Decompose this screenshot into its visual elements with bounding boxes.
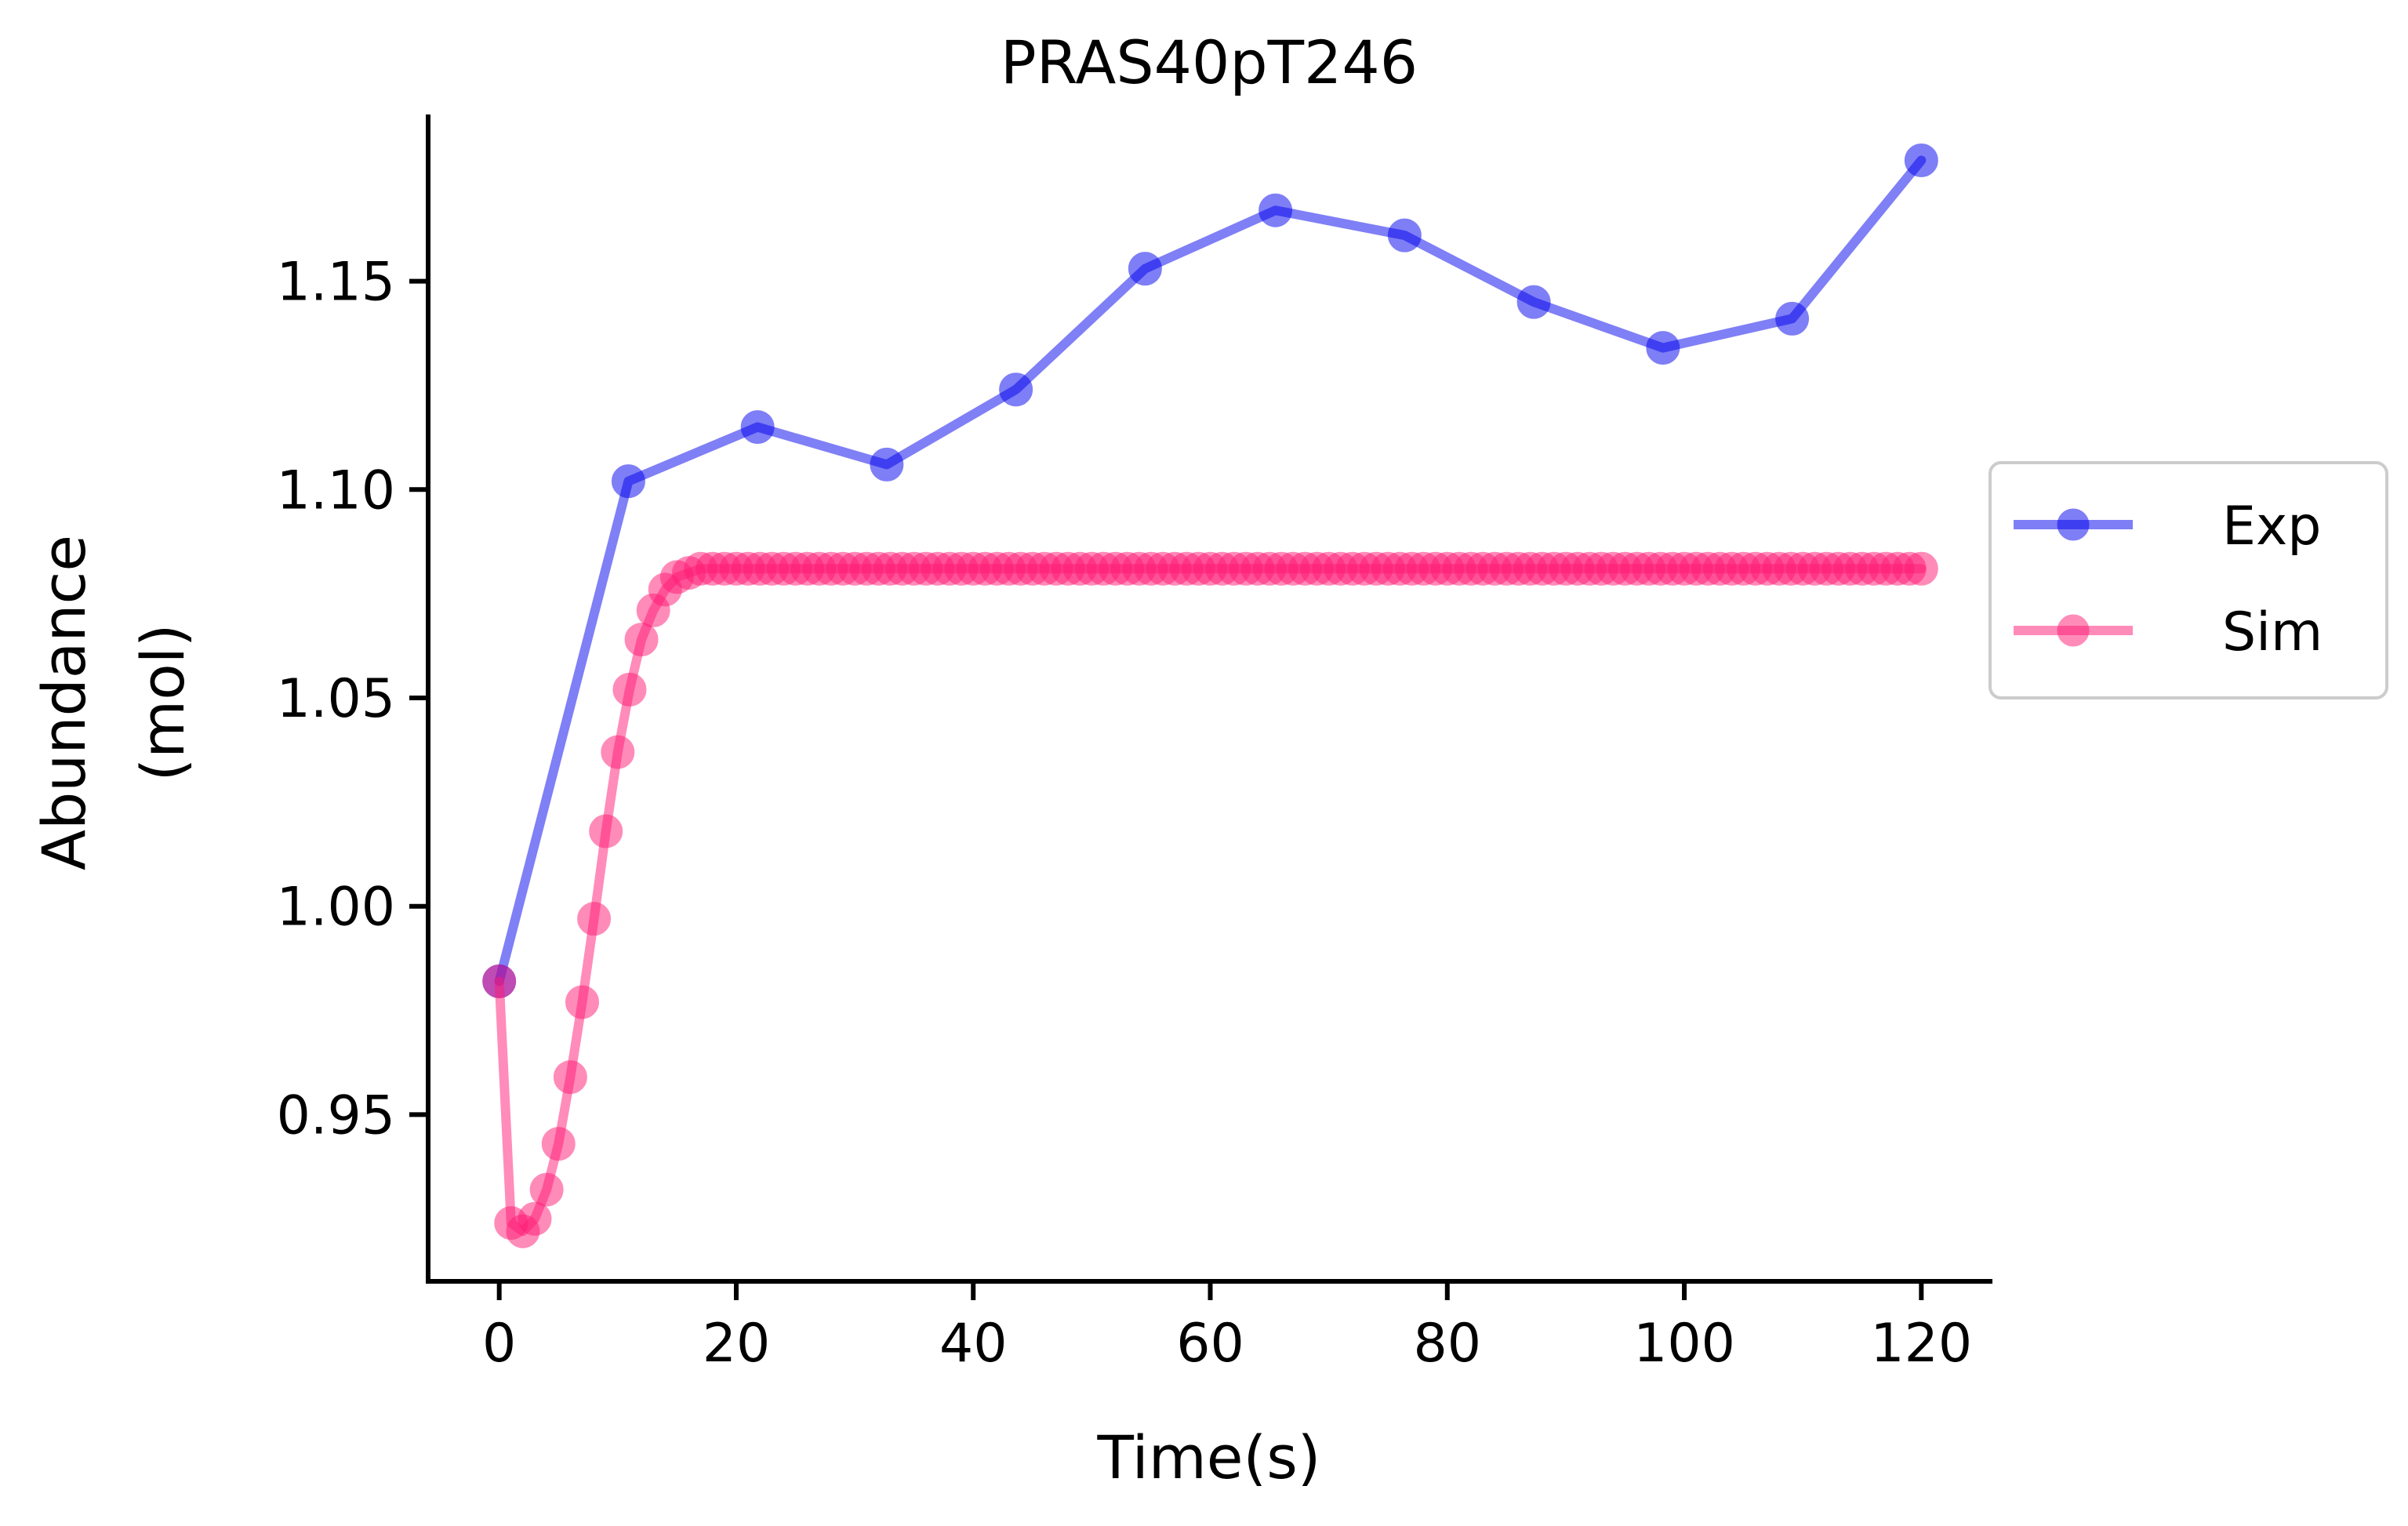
- data-point-sim: [589, 814, 623, 848]
- y-axis-label-line2: (mol): [128, 624, 198, 782]
- series-sim: [482, 551, 1938, 1248]
- legend-exp-marker: [2057, 508, 2090, 541]
- data-point-sim: [541, 1127, 576, 1161]
- data-point-exp: [1387, 218, 1422, 253]
- data-point-exp: [1646, 331, 1680, 365]
- data-point-exp: [1516, 285, 1551, 319]
- data-point-exp: [1128, 252, 1162, 286]
- axes: 0 20 40 60 80 100 120 0.95 1.00 1.05 1.10 1.15: [277, 114, 1992, 1375]
- data-point-sim: [601, 735, 635, 769]
- data-point-exp: [870, 447, 904, 481]
- y-tick-label: 1.10: [277, 460, 395, 521]
- legend-sim-label: Sim: [2222, 601, 2323, 663]
- plot-area: [482, 143, 1938, 1248]
- data-point-sim: [565, 985, 599, 1019]
- legend: Exp Sim: [1989, 461, 2388, 699]
- series-line-exp: [494, 155, 1927, 986]
- data-point-exp: [1775, 301, 1810, 336]
- x-tick-label: 60: [1176, 1313, 1244, 1375]
- data-point-exp: [999, 372, 1033, 407]
- data-point-sim: [553, 1060, 587, 1095]
- y-tick-label: 1.00: [277, 877, 395, 939]
- data-point-exp: [1904, 143, 1938, 177]
- chart-title: PRAS40pT246: [1001, 27, 1418, 97]
- legend-exp-label: Exp: [2222, 496, 2321, 558]
- data-point-sim: [529, 1172, 564, 1207]
- x-tick-label: 120: [1870, 1313, 1972, 1375]
- x-axis-label: Time(s): [1097, 1422, 1321, 1492]
- series-line-sim: [494, 564, 1927, 1237]
- data-point-exp: [611, 464, 645, 499]
- data-point-sim: [612, 672, 647, 707]
- y-ticks: 0.95 1.00 1.05 1.10 1.15: [277, 252, 428, 1146]
- y-tick-label: 0.95: [277, 1085, 395, 1146]
- data-point-sim: [482, 964, 517, 998]
- x-tick-label: 20: [703, 1313, 771, 1375]
- data-point-sim: [577, 902, 612, 936]
- data-point-sim: [518, 1201, 552, 1236]
- data-point-sim: [624, 623, 659, 657]
- legend-sim-marker: [2057, 614, 2090, 647]
- y-axis-label-line1: Abundance: [29, 535, 99, 870]
- y-tick-label: 1.15: [277, 252, 395, 314]
- legend-frame: [1989, 461, 2388, 699]
- x-tick-label: 0: [482, 1313, 516, 1375]
- x-ticks: 0 20 40 60 80 100 120: [482, 1281, 1972, 1375]
- x-tick-label: 80: [1414, 1313, 1482, 1375]
- series-exp: [482, 143, 1938, 998]
- y-tick-label: 1.05: [277, 668, 395, 730]
- x-tick-label: 100: [1633, 1313, 1735, 1375]
- data-point-sim: [1904, 551, 1938, 586]
- data-point-exp: [740, 410, 775, 445]
- data-point-exp: [1258, 193, 1293, 227]
- x-tick-label: 40: [939, 1313, 1008, 1375]
